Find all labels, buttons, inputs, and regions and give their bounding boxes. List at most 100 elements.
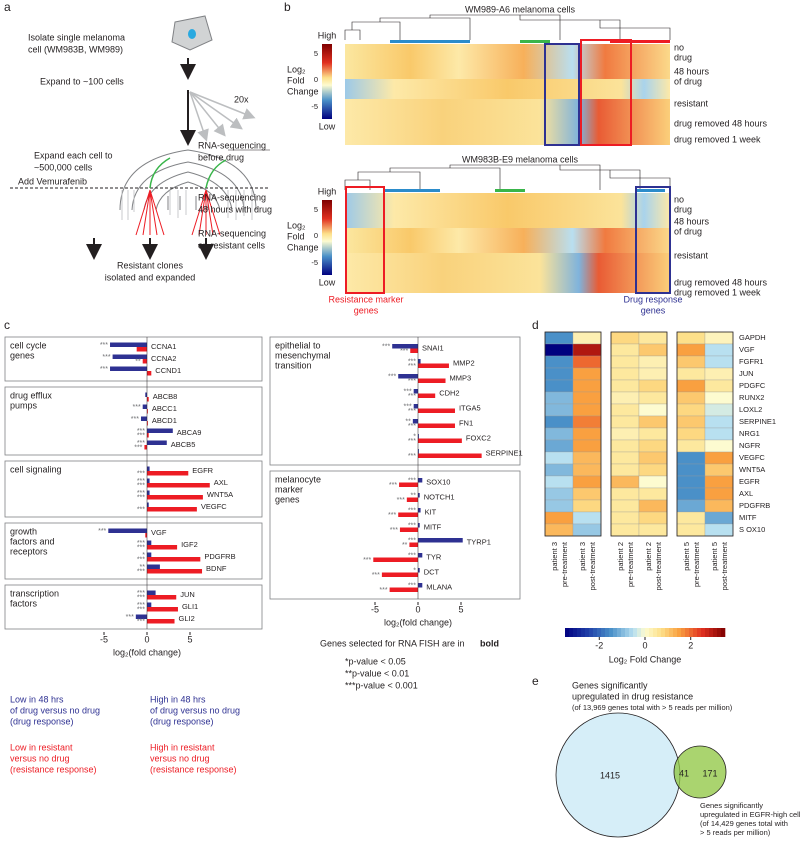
heatmap-cell (544, 475, 574, 489)
panel-label: e (532, 674, 539, 688)
gene-label: PDGFRB (739, 501, 770, 510)
highlight-box (635, 186, 671, 294)
group-label: melanocyte (275, 474, 321, 484)
colorbar-swatch (593, 628, 598, 637)
group-label: drug efflux (10, 390, 52, 400)
gene-label: WNT5A (207, 490, 233, 499)
heatmap-cell (676, 415, 706, 429)
bar (147, 607, 178, 612)
bar (145, 392, 147, 397)
bar (418, 523, 420, 528)
bar (418, 553, 423, 558)
significance: *** (100, 342, 108, 349)
bar (399, 527, 418, 532)
significance: *** (98, 528, 106, 535)
bar (147, 495, 203, 500)
heatmap-cell (704, 391, 734, 405)
significance: *** (408, 438, 416, 445)
heatmap-block (345, 193, 670, 228)
gene-label: DCT (424, 567, 440, 576)
heatmap-cell (676, 499, 706, 513)
significance: *** (408, 408, 416, 415)
heatmap-cell (704, 403, 734, 417)
significance: *** (404, 403, 412, 410)
gene-label: NRG1 (739, 429, 760, 438)
colorbar-label: Log₂ Fold Change (609, 654, 682, 664)
panel-d: d Log₂ Fold Change (532, 318, 681, 664)
set-label: (of 13,969 genes total with > 5 reads pe… (572, 703, 733, 712)
bar (147, 471, 189, 476)
group-label: pumps (10, 400, 38, 410)
significance: *** (408, 423, 416, 430)
colorbar-swatch (569, 628, 574, 637)
heatmap-cell (544, 439, 574, 453)
significance: *** (137, 568, 145, 575)
gene-label: VGF (151, 528, 167, 537)
group-label: factors and (10, 536, 55, 546)
bar (147, 466, 150, 471)
colorbar-tick: 0 (314, 231, 318, 240)
bar (135, 614, 147, 619)
heatmap-cell (638, 379, 668, 393)
heatmap-cell (704, 415, 734, 429)
gene-label: CCNA1 (151, 342, 176, 351)
gene-label: SOX10 (426, 477, 450, 486)
significance: *** (388, 373, 396, 380)
heatmap-cell (610, 367, 640, 381)
colorbar-swatch (581, 628, 586, 637)
heatmap-cell (638, 331, 668, 345)
set-label: (of 14,429 genes total with (700, 819, 788, 828)
row-label: drug removed 48 hours (674, 277, 768, 287)
heatmap-cell (610, 331, 640, 345)
venn-count: 1415 (600, 770, 620, 780)
significance: *** (408, 363, 416, 370)
column-label: patient 2 (644, 542, 653, 571)
colorbar-swatch (685, 628, 690, 637)
heatmap-cell (704, 487, 734, 501)
gene-label: KIT (425, 507, 437, 516)
note-text: bold (480, 638, 499, 648)
heatmap-cell (610, 439, 640, 453)
step-text: ~500,000 cells (34, 162, 93, 172)
bar (147, 440, 167, 445)
colorbar-swatch (613, 628, 618, 637)
heatmap-cell (704, 439, 734, 453)
significance: *** (137, 544, 145, 551)
colorbar-tick: -5 (311, 258, 318, 267)
seq-text: RNA-sequencing (198, 140, 266, 150)
bar (147, 409, 148, 414)
heatmap-cell (676, 511, 706, 525)
heatmap-cell (572, 415, 602, 429)
bar (145, 533, 147, 538)
heatmap-cell (572, 451, 602, 465)
colorbar-tick: -5 (311, 102, 318, 111)
heatmap-cell (638, 511, 668, 525)
legend-text: (resistance response) (10, 764, 97, 774)
bar (147, 502, 149, 507)
colorbar-swatch (625, 628, 630, 637)
group-label: transition (275, 360, 312, 370)
bar (147, 397, 149, 402)
heatmap-cell (572, 391, 602, 405)
colorbar-swatch (657, 628, 662, 637)
bar (373, 557, 418, 562)
bar (147, 564, 160, 569)
group-box (4, 460, 263, 518)
legend-text: versus no drug (10, 753, 70, 763)
heatmap-cell (572, 499, 602, 513)
bar (418, 583, 423, 588)
bar (147, 540, 152, 545)
heatmap-cell (638, 451, 668, 465)
annotation: Drug response (623, 294, 682, 304)
panel-label: c (4, 318, 10, 332)
heatmap-cell (610, 427, 640, 441)
row-label: drug removed 1 week (674, 287, 761, 297)
heatmap-cell (610, 499, 640, 513)
lineage-tree (119, 149, 257, 211)
bar (398, 374, 418, 379)
heatmap-cell (676, 463, 706, 477)
bar (418, 478, 423, 483)
heatmap-cell (544, 487, 574, 501)
note-text: Genes selected for RNA FISH are in (320, 638, 465, 648)
colorbar-swatch (601, 628, 606, 637)
